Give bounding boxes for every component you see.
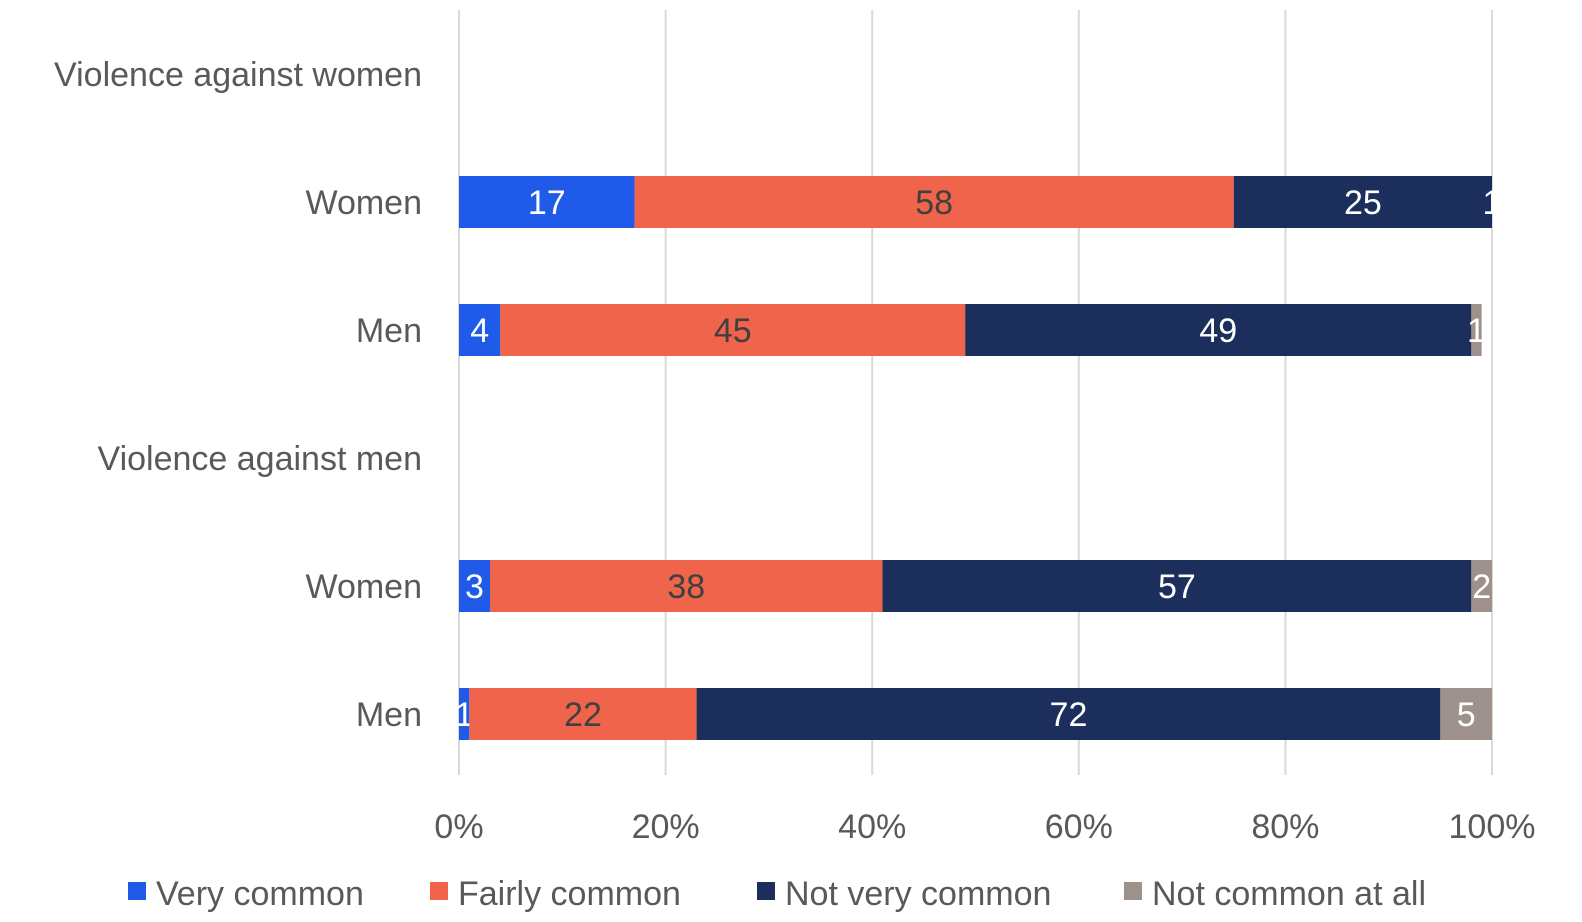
legend: Very common Fairly common Not very common N…	[128, 875, 1426, 913]
bar-segment	[1471, 304, 1482, 356]
legend-swatch	[757, 882, 775, 900]
data-label: 1	[1483, 184, 1502, 222]
data-label: 57	[1158, 568, 1196, 606]
x-tick-label: 80%	[1251, 808, 1319, 846]
bar-segment	[1440, 688, 1492, 740]
legend-label: Fairly common	[458, 875, 681, 913]
bar-segment	[469, 688, 697, 740]
data-label: 5	[1457, 696, 1476, 734]
bar-segment	[489, 560, 883, 612]
category-label: Women	[305, 184, 422, 222]
legend-label: Very common	[156, 875, 364, 913]
data-label: 1	[1467, 312, 1486, 350]
bar-segment	[459, 304, 501, 356]
x-tick-label: 20%	[632, 808, 700, 846]
gridlines	[458, 10, 1493, 775]
category-label: Men	[356, 312, 422, 350]
data-label: 58	[915, 184, 953, 222]
category-label: Women	[305, 568, 422, 606]
data-label: 17	[528, 184, 566, 222]
x-tick-label: 0%	[434, 808, 483, 846]
x-axis-ticks: 0% 20% 40% 60% 80% 100%	[434, 808, 1535, 846]
bar-segment	[500, 304, 966, 356]
legend-swatch	[128, 882, 146, 900]
x-tick-label: 40%	[838, 808, 906, 846]
legend-label: Not very common	[785, 875, 1051, 913]
data-label: 49	[1199, 312, 1237, 350]
legend-swatch	[430, 882, 448, 900]
data-label: 3	[465, 568, 484, 606]
group-header-label: Violence against men	[98, 440, 422, 478]
data-label: 22	[564, 696, 602, 734]
bar-segment	[965, 304, 1472, 356]
category-labels: Violence against women Women Men Violence a…	[54, 56, 422, 734]
x-tick-label: 100%	[1449, 808, 1536, 846]
data-label: 25	[1344, 184, 1382, 222]
data-label: 38	[667, 568, 705, 606]
bars: 17 58 25 1 4 45 49 1 3 38 57 2 1 22 72 5	[455, 176, 1502, 740]
group-header-label: Violence against women	[54, 56, 422, 94]
bar-segment	[1471, 560, 1492, 612]
data-label: 1	[455, 696, 474, 734]
legend-label: Not common at all	[1152, 875, 1426, 913]
data-label: 45	[714, 312, 752, 350]
bar-segment	[459, 176, 635, 228]
bar-segment	[1233, 176, 1492, 228]
bar-segment	[459, 688, 470, 740]
data-label: 4	[470, 312, 489, 350]
bar-segment	[696, 688, 1441, 740]
x-tick-label: 60%	[1045, 808, 1113, 846]
category-label: Men	[356, 696, 422, 734]
data-label: 2	[1472, 568, 1491, 606]
data-label: 72	[1050, 696, 1088, 734]
bar-segment	[459, 560, 490, 612]
bar-segment	[634, 176, 1234, 228]
legend-swatch	[1124, 882, 1142, 900]
bar-segment	[882, 560, 1472, 612]
